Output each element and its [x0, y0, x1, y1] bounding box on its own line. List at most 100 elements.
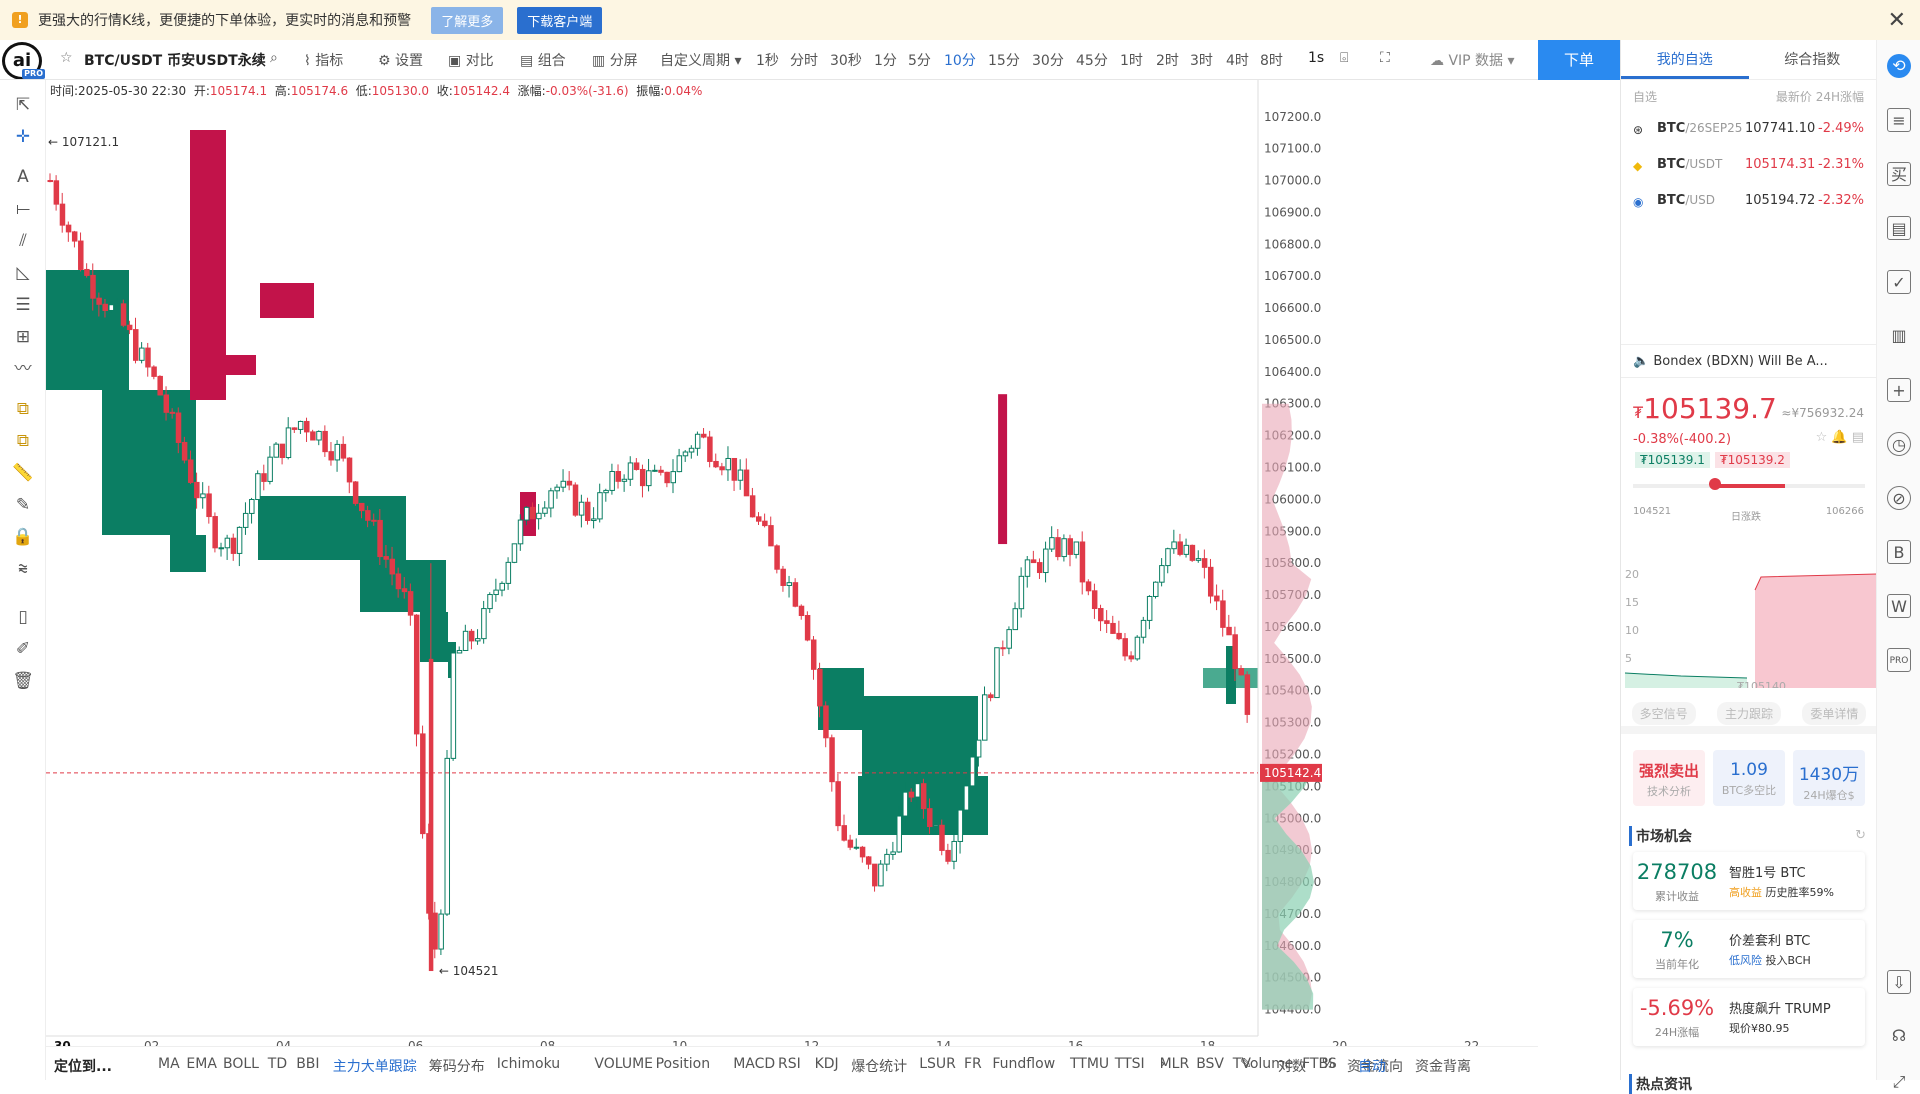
period-15m[interactable]: 15分: [988, 53, 1020, 69]
opportunity-card[interactable]: 7% 当前年化 价差套利 BTC 低风险 投入BCH: [1633, 920, 1865, 978]
buy-icon[interactable]: 买: [1887, 162, 1911, 186]
tab-my-watchlist[interactable]: 我的自选: [1621, 40, 1749, 79]
indicator-td[interactable]: TD: [267, 1056, 288, 1072]
pen-icon[interactable]: ✎: [15, 495, 31, 515]
download-icon[interactable]: ⇩: [1887, 970, 1911, 994]
indicator-ttsi[interactable]: TTSI: [1114, 1056, 1145, 1072]
trash-icon[interactable]: 🗑: [12, 671, 34, 691]
percent-toggle[interactable]: %: [1322, 1056, 1336, 1072]
indicator-bbi[interactable]: BBI: [296, 1056, 320, 1072]
headset-icon[interactable]: ☊: [1891, 1026, 1907, 1045]
indicator-资金流向[interactable]: 资金流向: [1347, 1059, 1403, 1075]
period-1m[interactable]: 1分: [874, 53, 897, 69]
compare-button[interactable]: ▣ 对比: [448, 53, 494, 69]
stat-technical-analysis[interactable]: 强烈卖出 技术分析: [1633, 750, 1705, 806]
wave-tool-icon[interactable]: 〰: [14, 359, 32, 379]
search-icon[interactable]: ⌕: [270, 50, 278, 66]
wallet-icon[interactable]: W: [1887, 594, 1911, 618]
tab-order-details[interactable]: 委单详情: [1802, 701, 1867, 725]
locate-button[interactable]: 定位到...: [54, 1059, 112, 1075]
edit-list-icon[interactable]: ✐: [15, 639, 31, 659]
news-icon[interactable]: ≡: [1887, 108, 1911, 132]
news-ticker[interactable]: 🔈 Bondex (BDXN) Will Be A...: [1621, 344, 1877, 378]
add-icon[interactable]: +: [1887, 378, 1911, 402]
period-10m[interactable]: 10分: [944, 53, 976, 69]
period-5m[interactable]: 5分: [908, 53, 931, 69]
indicator-mlr[interactable]: MLR: [1159, 1056, 1190, 1072]
indicator-fundflow[interactable]: Fundflow: [992, 1056, 1056, 1072]
pattern-tool-icon[interactable]: ⧉: [16, 399, 30, 419]
indicator-ftbs[interactable]: FTBS: [1302, 1056, 1337, 1072]
pattern2-tool-icon[interactable]: ⧉: [16, 431, 30, 451]
kline-chart[interactable]: 107200.0 107100.0 107000.0 106900.0 106800.0…: [46, 80, 1538, 1080]
triangle-tool-icon[interactable]: ◺: [16, 263, 30, 283]
bars-icon[interactable]: ▥: [1891, 326, 1907, 345]
period-8h[interactable]: 8时: [1260, 53, 1283, 69]
shortcut-icon[interactable]: ⟲: [1887, 54, 1911, 78]
period-30m[interactable]: 30分: [1032, 53, 1064, 69]
period-1s-tick[interactable]: 1s: [1308, 50, 1325, 66]
camera-icon[interactable]: ⌻: [1340, 50, 1349, 66]
fullscreen-icon[interactable]: ⛶: [1380, 50, 1390, 66]
period-timeshare[interactable]: 分时: [790, 53, 818, 69]
compass-icon[interactable]: ⊘: [1887, 486, 1911, 510]
clock-icon[interactable]: ◷: [1887, 432, 1911, 456]
indicator-fr[interactable]: FR: [964, 1056, 982, 1072]
period-2h[interactable]: 2时: [1156, 53, 1179, 69]
magnet-icon[interactable]: ⩬: [18, 559, 28, 579]
opportunity-card[interactable]: 278708 累计收益 智胜1号 BTC 高收益 历史胜率59%: [1633, 852, 1865, 910]
line-tool-icon[interactable]: ⟝: [15, 199, 31, 219]
settings-button[interactable]: ⚙ 设置: [378, 53, 424, 69]
checklist-icon[interactable]: ✓: [1887, 270, 1911, 294]
watchlist-row[interactable]: ⊛ BTC/26SEP25 107741.10 -2.49%: [1633, 121, 1864, 137]
vip-data-dropdown[interactable]: ☁ VIP 数据 ▾: [1430, 53, 1515, 69]
app-logo[interactable]: ai PRO: [2, 42, 45, 80]
watchlist-row[interactable]: ◆ BTC/USDT 105174.31 -2.31%: [1633, 157, 1864, 173]
measure-tool-icon[interactable]: ⊞: [15, 327, 31, 347]
split-screen-button[interactable]: ▥ 分屏: [592, 53, 638, 69]
period-1h[interactable]: 1时: [1120, 53, 1143, 69]
indicator-position[interactable]: Position: [655, 1056, 711, 1072]
stat-long-short-ratio[interactable]: 1.09 BTC多空比: [1713, 750, 1785, 806]
indicators-button[interactable]: ⌇ 指标: [304, 53, 344, 69]
indicator-volume[interactable]: VOLUME: [594, 1056, 654, 1072]
indicator-筹码分布[interactable]: 筹码分布: [428, 1059, 485, 1075]
indicator-ttmu[interactable]: TTMU: [1070, 1056, 1110, 1072]
tab-main-force[interactable]: 主力跟踪: [1716, 701, 1781, 725]
period-4h[interactable]: 4时: [1226, 53, 1249, 69]
auto-scale-toggle[interactable]: 自动: [1358, 1059, 1386, 1075]
chart-icon[interactable]: ▤: [1887, 216, 1911, 240]
download-client-button[interactable]: 下载客户端: [517, 6, 603, 34]
period-1s[interactable]: 1秒: [756, 53, 779, 69]
expand-icon[interactable]: ⤢: [1892, 1072, 1906, 1091]
period-45m[interactable]: 45分: [1076, 53, 1108, 69]
refresh-icon[interactable]: ↻: [1855, 828, 1866, 843]
crosshair-icon[interactable]: ✛: [15, 127, 31, 147]
stat-liquidation[interactable]: 1430万 24H爆仓$: [1793, 750, 1865, 806]
ruler-icon[interactable]: 📏: [12, 463, 34, 483]
indicator-bsv[interactable]: BSV: [1196, 1056, 1225, 1072]
indicator-boll[interactable]: BOLL: [223, 1056, 259, 1072]
tab-long-short-signal[interactable]: 多空信号: [1631, 701, 1696, 725]
chart-canvas[interactable]: 107200.0 107100.0 107000.0 106900.0 106800.0…: [46, 80, 1538, 1046]
layers-icon[interactable]: ▯: [18, 607, 28, 627]
learn-more-button[interactable]: 了解更多: [431, 6, 504, 34]
watchlist-row[interactable]: ◉ BTC/USD 105194.72 -2.32%: [1633, 193, 1864, 209]
alert-icons[interactable]: ☆ 🔔 ▤: [1815, 430, 1864, 445]
star-icon[interactable]: ☆: [60, 50, 73, 66]
tab-composite-index[interactable]: 综合指数: [1784, 52, 1841, 68]
indicator-ichimoku[interactable]: Ichimoku: [496, 1056, 561, 1072]
indicator-lsur[interactable]: LSUR: [919, 1056, 956, 1072]
indicator-kdj[interactable]: KDJ: [814, 1056, 839, 1072]
pro-icon[interactable]: PRO: [1887, 648, 1911, 672]
indicator-主力大单跟踪[interactable]: 主力大单跟踪: [332, 1059, 417, 1075]
opportunity-card[interactable]: -5.69% 24H涨幅 热度飙升 TRUMP 现价¥80.95: [1633, 988, 1865, 1046]
fib-tool-icon[interactable]: ⫽: [19, 231, 27, 251]
place-order-button[interactable]: 下单: [1538, 40, 1620, 80]
lock-icon[interactable]: 🔒: [12, 527, 34, 547]
edit-icon[interactable]: ✎: [1240, 1056, 1252, 1072]
symbol-name[interactable]: BTC/USDT 币安USDT永续: [84, 53, 266, 69]
bill-icon[interactable]: B: [1887, 540, 1911, 564]
custom-period-dropdown[interactable]: 自定义周期 ▾: [660, 53, 742, 69]
chevron-right-icon[interactable]: ›: [1160, 1056, 1166, 1072]
